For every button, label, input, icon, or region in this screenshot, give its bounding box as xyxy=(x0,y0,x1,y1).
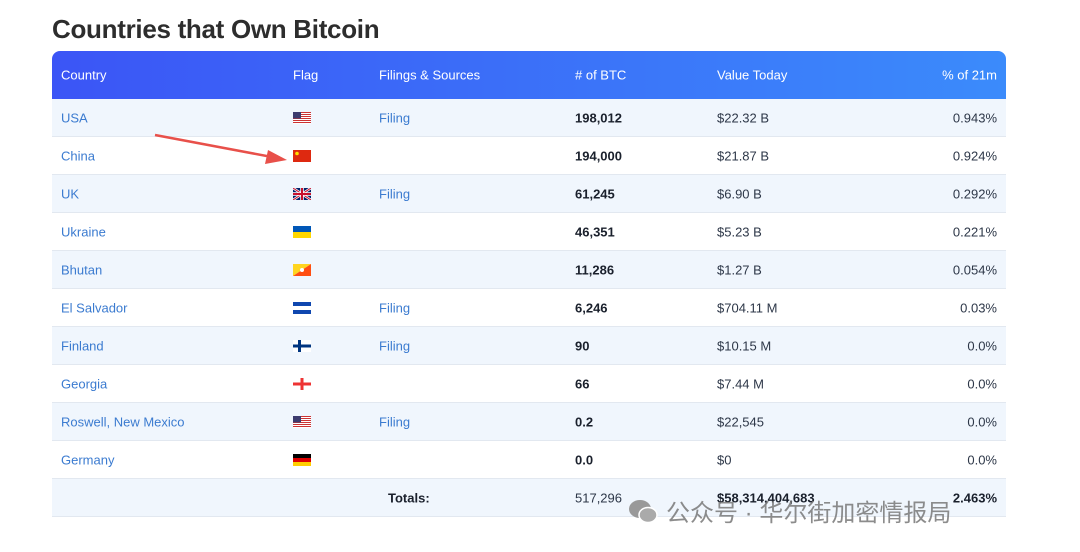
country-link[interactable]: Finland xyxy=(61,338,104,353)
percent-of-21m: 0.03% xyxy=(960,300,997,315)
flag-icon xyxy=(293,225,311,238)
country-link[interactable]: Ukraine xyxy=(61,224,106,239)
percent-of-21m: 0.292% xyxy=(952,186,997,201)
value-today: $0 xyxy=(717,452,732,467)
percent-of-21m: 0.924% xyxy=(952,148,997,163)
flag-icon xyxy=(293,111,311,124)
value-today: $21.87 B xyxy=(717,148,770,163)
country-link[interactable]: USA xyxy=(61,110,88,125)
wechat-icon xyxy=(629,499,658,523)
percent-of-21m: 0.221% xyxy=(952,224,997,239)
value-today: $704.11 M xyxy=(717,300,778,315)
page-title: Countries that Own Bitcoin xyxy=(52,14,380,44)
value-today: $7.44 M xyxy=(717,376,764,391)
filing-link[interactable]: Filing xyxy=(379,110,411,125)
table-header: Country Flag Filings & Sources # of BTC Valu… xyxy=(52,51,1006,99)
percent-of-21m: 0.0% xyxy=(967,414,997,429)
country-link[interactable]: Germany xyxy=(61,452,115,467)
country-link[interactable]: Georgia xyxy=(61,376,108,391)
country-link[interactable]: Roswell, New Mexico xyxy=(61,414,185,429)
filing-link[interactable]: Filing xyxy=(379,300,411,315)
column-header: Country xyxy=(61,67,107,83)
percent-of-21m: 0.943% xyxy=(952,110,997,125)
filing-link[interactable]: Filing xyxy=(379,338,411,353)
table-row: Ukraine 46,351 $5.23 B 0.221% xyxy=(52,213,1006,251)
value-today: $5.23 B xyxy=(717,224,762,239)
btc-amount: 90 xyxy=(575,338,590,353)
flag-icon xyxy=(293,415,311,428)
table-row: Bhutan 11,286 $1.27 B 0.054% xyxy=(52,251,1006,289)
table-row: UK Filing 61,245 $6.90 B 0.292% xyxy=(52,175,1006,213)
btc-amount: 11,286 xyxy=(575,262,615,277)
filing-link[interactable]: Filing xyxy=(379,186,411,201)
value-today: $10.15 M xyxy=(717,338,772,353)
flag-icon xyxy=(293,149,311,162)
table-row: Roswell, New Mexico Filing 0.2 $22,545 0.0% xyxy=(52,403,1006,441)
table-row: USA Filing 198,012 $22.32 B 0.943% xyxy=(52,99,1006,137)
table-row: Germany 0.0 $0 0.0% xyxy=(52,441,1006,479)
value-today: $22,545 xyxy=(717,414,764,429)
country-link[interactable]: UK xyxy=(61,186,80,201)
watermark: 公众号 · 华尔街加密情报局 xyxy=(628,493,951,528)
totals-value: $58,314,404,683 xyxy=(717,490,815,505)
btc-amount: 46,351 xyxy=(575,224,615,239)
column-header: Value Today xyxy=(717,67,788,83)
btc-amount: 0.2 xyxy=(575,414,594,429)
percent-of-21m: 0.0% xyxy=(967,338,997,353)
table-row: Finland Filing 90 $10.15 M 0.0% xyxy=(52,327,1006,365)
percent-of-21m: 0.0% xyxy=(967,452,997,467)
btc-amount: 6,246 xyxy=(575,300,608,315)
value-today: $1.27 B xyxy=(717,262,762,277)
country-link[interactable]: Bhutan xyxy=(61,262,103,277)
flag-icon xyxy=(293,377,311,390)
watermark-text: 公众号 · 华尔街加密情报局 xyxy=(666,500,952,527)
table-row: El Salvador Filing 6,246 $704.11 M 0.03% xyxy=(52,289,1006,327)
totals-percent: 2.463% xyxy=(952,490,997,505)
country-link[interactable]: China xyxy=(61,148,95,163)
value-today: $22.32 B xyxy=(717,110,770,125)
column-header: # of BTC xyxy=(575,67,627,83)
btc-amount: 198,012 xyxy=(575,110,622,125)
flag-icon xyxy=(293,187,311,200)
totals-row: Totals: 517,296 $58,314,404,683 2.463% xyxy=(52,479,1006,517)
table-row: Georgia 66 $7.44 M 0.0% xyxy=(52,365,1006,403)
table-row: China 194,000 $21.87 B 0.924% xyxy=(52,137,1006,175)
flag-icon xyxy=(293,263,311,276)
column-header: % of 21m xyxy=(942,67,997,83)
btc-amount: 66 xyxy=(575,376,590,391)
value-today: $6.90 B xyxy=(717,186,762,201)
column-header: Flag xyxy=(293,67,319,83)
btc-amount: 194,000 xyxy=(575,148,622,163)
table: Country Flag Filings & Sources # of BTC Valu… xyxy=(52,51,1006,517)
column-header: Filings & Sources xyxy=(379,67,481,83)
flag-icon xyxy=(293,453,311,466)
country-link[interactable]: El Salvador xyxy=(61,300,128,315)
filing-link[interactable]: Filing xyxy=(379,414,411,429)
flag-icon xyxy=(293,339,311,352)
totals-label: Totals: xyxy=(388,490,430,505)
percent-of-21m: 0.0% xyxy=(967,376,997,391)
percent-of-21m: 0.054% xyxy=(952,262,997,277)
btc-amount: 0.0 xyxy=(575,452,594,467)
totals-btc: 517,296 xyxy=(575,490,622,505)
btc-amount: 61,245 xyxy=(575,186,615,201)
flag-icon xyxy=(293,301,311,314)
